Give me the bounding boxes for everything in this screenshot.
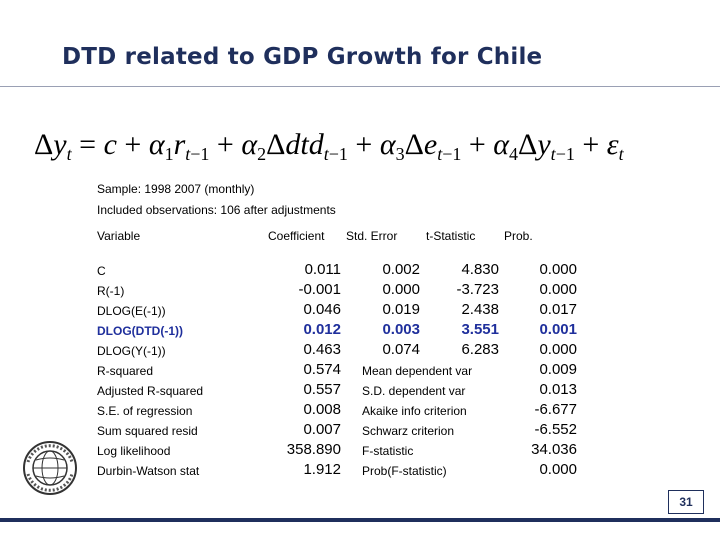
stat-label: Akaike info criterion [362, 404, 467, 418]
stat-label: Log likelihood [97, 444, 171, 458]
variable-label: DLOG(E(-1)) [97, 304, 166, 318]
stat-value: 0.009 [539, 361, 577, 378]
stat-label: Mean dependent var [362, 364, 473, 378]
header-coefficient: Coefficient [268, 229, 325, 243]
cell-std-error: 0.002 [382, 261, 420, 278]
cell-std-error: 0.074 [382, 341, 420, 358]
stat-value: -6.677 [534, 401, 577, 418]
variable-label: DLOG(Y(-1)) [97, 344, 166, 358]
stat-label: S.D. dependent var [362, 384, 466, 398]
stat-value: 0.574 [303, 361, 341, 378]
cell-coefficient: 0.011 [304, 261, 341, 278]
stat-label: Durbin-Watson stat [97, 464, 200, 478]
stat-label: Prob(F-statistic) [362, 464, 447, 478]
variable-label: DLOG(DTD(-1)) [97, 324, 183, 338]
stat-value: 0.007 [303, 421, 341, 438]
variable-label: R(-1) [97, 284, 125, 298]
stat-value: 358.890 [286, 441, 341, 458]
stat-value: 0.013 [539, 381, 577, 398]
stat-label: R-squared [97, 364, 154, 378]
stat-label: Sum squared resid [97, 424, 198, 438]
observations-line: Included observations: 106 after adjustm… [97, 203, 336, 217]
cell-std-error: 0.019 [382, 301, 420, 318]
cell-t-statistic: 4.830 [461, 261, 499, 278]
equation-text: Δyt = c + α1rt−1 + α2Δdtdt−1 + α3Δet−1 +… [34, 128, 625, 167]
regression-equation: Δyt = c + α1rt−1 + α2Δdtdt−1 + α3Δet−1 +… [34, 128, 625, 167]
stat-value: 0.008 [303, 401, 341, 418]
stat-label: F-statistic [362, 444, 414, 458]
cell-coefficient: 0.046 [303, 301, 341, 318]
page-number: 31 [668, 490, 704, 514]
stat-label: S.E. of regression [97, 404, 193, 418]
sample-line: Sample: 1998 2007 (monthly) [97, 182, 255, 196]
stat-value: -6.552 [534, 421, 577, 438]
cell-prob: 0.000 [539, 261, 577, 278]
cell-coefficient: -0.001 [298, 281, 341, 298]
footer-bar [0, 518, 720, 540]
cell-coefficient: 0.463 [303, 341, 341, 358]
imf-seal-icon [23, 441, 77, 495]
header-t-statistic: t-Statistic [426, 229, 476, 243]
header-std-error: Std. Error [346, 229, 398, 243]
stat-value: 1.912 [303, 461, 341, 478]
cell-prob: 0.001 [539, 321, 577, 338]
cell-t-statistic: 3.551 [461, 321, 499, 338]
cell-std-error: 0.003 [382, 321, 420, 338]
header-variable: Variable [97, 229, 141, 243]
cell-std-error: 0.000 [382, 281, 420, 298]
stat-label: Schwarz criterion [362, 424, 455, 438]
title-rule [0, 86, 720, 87]
stat-value: 34.036 [531, 441, 577, 458]
variable-label: C [97, 264, 106, 278]
cell-prob: 0.017 [539, 301, 577, 318]
cell-prob: 0.000 [539, 281, 577, 298]
stat-label: Adjusted R-squared [97, 384, 204, 398]
cell-t-statistic: -3.723 [456, 281, 499, 298]
cell-t-statistic: 2.438 [461, 301, 499, 318]
slide-title: DTD related to GDP Growth for Chile [62, 44, 543, 70]
stat-value: 0.000 [539, 461, 577, 478]
cell-coefficient: 0.012 [303, 321, 341, 338]
cell-prob: 0.000 [539, 341, 577, 358]
stat-value: 0.557 [303, 381, 341, 398]
cell-t-statistic: 6.283 [461, 341, 499, 358]
header-prob: Prob. [504, 229, 533, 243]
